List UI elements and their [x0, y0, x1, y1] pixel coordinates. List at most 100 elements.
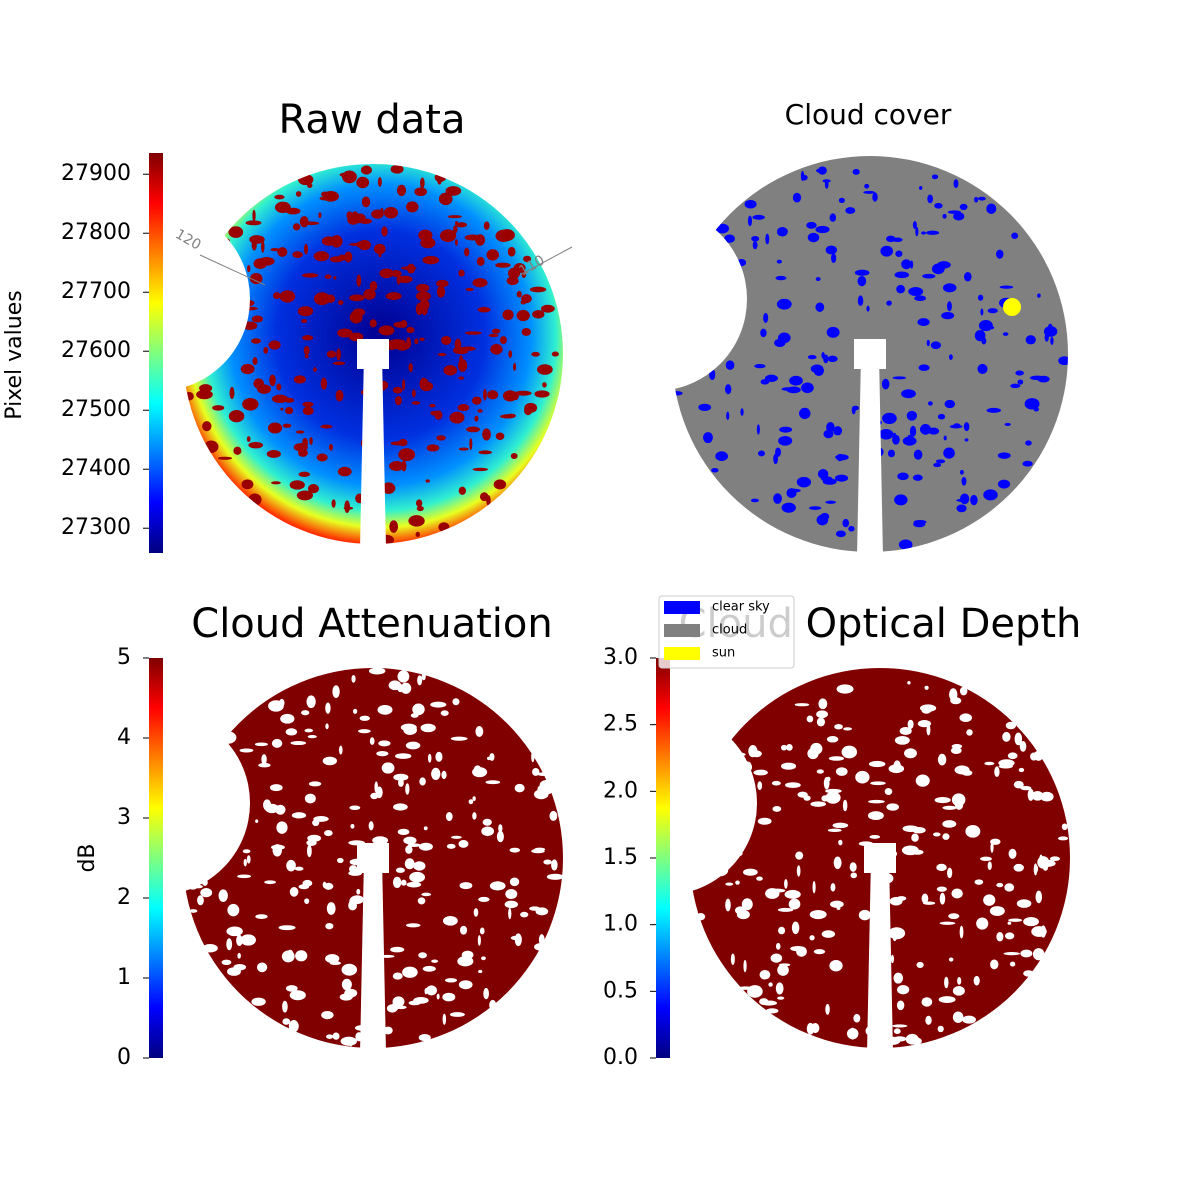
blob: [937, 413, 946, 420]
blob: [285, 406, 294, 415]
blob: [220, 731, 237, 744]
blob: [240, 299, 255, 307]
blob: [714, 835, 729, 844]
blob: [948, 354, 953, 360]
blob: [838, 197, 845, 203]
blob: [674, 314, 689, 318]
legend-swatch: [664, 624, 700, 637]
blob: [294, 866, 304, 871]
blob: [379, 268, 394, 279]
blob: [458, 447, 469, 451]
blob: [696, 819, 705, 832]
blob: [833, 856, 842, 870]
blob: [318, 212, 322, 219]
blob: [781, 502, 796, 513]
blob: [851, 405, 856, 415]
blob: [419, 337, 425, 342]
blob: [369, 737, 375, 745]
blob: [747, 215, 753, 227]
blob: [714, 289, 719, 294]
blob: [321, 191, 329, 197]
blob: [457, 359, 468, 372]
blob: [508, 350, 513, 358]
blob: [304, 898, 310, 904]
blob: [380, 382, 386, 391]
blob: [405, 845, 413, 854]
blob: [425, 479, 430, 483]
blob: [827, 355, 838, 363]
blob: [326, 1034, 334, 1039]
blob: [1013, 780, 1024, 789]
blob: [330, 235, 343, 248]
blob: [274, 201, 291, 214]
blob: [789, 375, 803, 386]
blob: [281, 950, 295, 963]
blob: [243, 858, 247, 867]
blob: [893, 1036, 907, 1042]
blob: [1030, 752, 1038, 761]
blob: [822, 478, 837, 485]
blob: [324, 274, 332, 279]
blob: [871, 1015, 879, 1025]
blob: [775, 982, 784, 995]
blob: [983, 489, 998, 501]
blob: [189, 909, 198, 913]
blob: [416, 283, 430, 292]
blob: [426, 985, 438, 996]
blob: [931, 174, 939, 180]
blob: [395, 1005, 407, 1010]
blob: [529, 286, 547, 293]
blob: [927, 401, 933, 406]
blob: [486, 756, 491, 761]
blob: [293, 375, 307, 384]
blob: [964, 438, 969, 442]
blob: [551, 859, 558, 871]
blob: [781, 387, 794, 391]
blob: [812, 881, 816, 894]
blob: [303, 345, 310, 355]
blob: [849, 862, 857, 872]
blob: [478, 896, 490, 902]
blob: [893, 1028, 901, 1034]
blob: [211, 836, 221, 846]
blob: [1025, 335, 1036, 345]
blob: [754, 363, 766, 369]
blob: [227, 903, 240, 917]
blob: [458, 376, 465, 380]
blob: [932, 832, 941, 837]
blob: [760, 328, 767, 338]
blob: [406, 201, 419, 213]
blob: [436, 435, 446, 441]
blob: [406, 881, 422, 888]
colorbar-tick-label: 1: [117, 965, 131, 990]
blob: [418, 842, 433, 851]
blob: [849, 1027, 856, 1040]
blob: [850, 872, 858, 879]
blob: [256, 962, 268, 973]
blob: [424, 988, 428, 995]
blob: [489, 999, 497, 1011]
blob: [406, 326, 415, 334]
blob: [936, 886, 947, 892]
blob: [1022, 460, 1033, 467]
blob: [685, 371, 698, 379]
blob: [514, 783, 525, 793]
blob: [187, 809, 201, 818]
sky-image: [183, 667, 564, 1048]
blob: [816, 769, 824, 774]
blob: [747, 985, 763, 998]
blob: [295, 430, 305, 434]
blob: [735, 764, 743, 773]
blob: [809, 909, 827, 920]
blob: [773, 453, 778, 465]
blob: [1039, 854, 1043, 866]
blob: [743, 868, 758, 876]
blob: [753, 811, 757, 818]
blob: [202, 421, 212, 432]
blob: [184, 392, 194, 401]
blob: [775, 275, 787, 281]
blob: [264, 880, 277, 885]
blob: [810, 801, 826, 807]
blob: [912, 221, 917, 230]
